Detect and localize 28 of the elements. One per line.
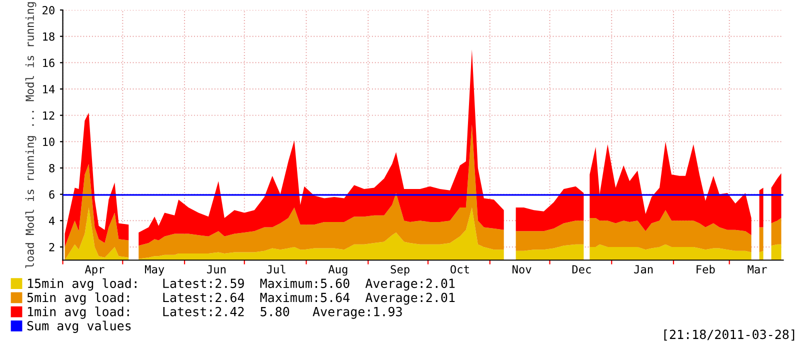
y-tick-label: 8 xyxy=(49,164,54,172)
x-tick-label: Jul xyxy=(266,264,286,274)
y-tick-label: 12 xyxy=(43,111,54,120)
x-tick-label: Feb xyxy=(696,264,715,274)
x-tick-label: May xyxy=(145,265,164,276)
x-tick-label: Jan xyxy=(634,265,653,274)
y-tick-label: 16 xyxy=(43,58,54,68)
y-tick-label: 20 xyxy=(42,6,54,14)
x-tick-label: Sep xyxy=(390,265,410,276)
y-tick-label: 14 xyxy=(43,85,55,94)
y-tick-label: 6 xyxy=(49,190,54,199)
text: [21:18/2011-03-28] xyxy=(664,329,794,341)
x-tick-label: Nov xyxy=(512,265,532,274)
x-tick-label: Apr xyxy=(84,265,104,276)
legend-label: Sum avg values xyxy=(27,320,131,333)
legend-label: 1min avg load: Latest:2.42 5.80 Average:1.93 xyxy=(28,306,402,319)
x-tick-label: Jun xyxy=(207,265,226,274)
y-tick-label: 4 xyxy=(49,216,55,225)
legend-label: 5min avg load: Latest:2.64 Maximum:5.64 Average:2.01 xyxy=(27,292,455,305)
x-tick-label: Dec xyxy=(572,265,591,274)
x-tick-label: Mar xyxy=(748,265,767,274)
x-tick-label: Aug xyxy=(328,265,348,276)
legend-label: 15min avg load: Latest:2.59 Maximum:5.60 Average:2.01 xyxy=(28,278,455,291)
y-tick-label: 18 xyxy=(43,32,54,41)
y-tick-label: 10 xyxy=(43,138,54,146)
y-axis-title: load Modl is running ... Modl is running xyxy=(25,2,36,268)
x-tick-label: Oct xyxy=(450,265,469,274)
y-tick-label: 2 xyxy=(49,242,54,252)
